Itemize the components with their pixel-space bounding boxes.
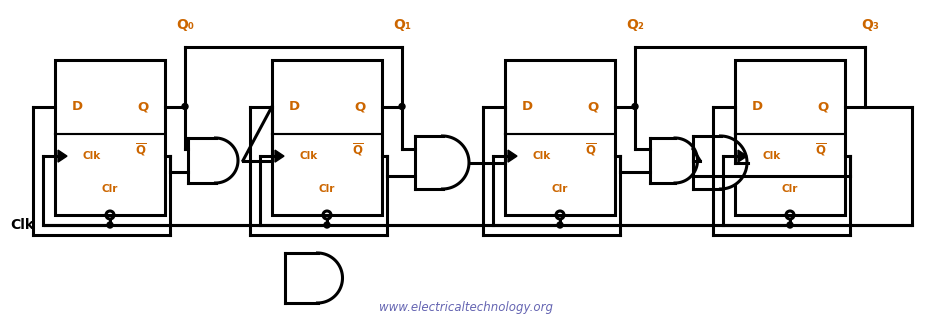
Text: Clk: Clk (10, 218, 34, 232)
Text: D: D (288, 100, 299, 113)
Text: Q₃: Q₃ (861, 18, 879, 32)
Circle shape (399, 103, 405, 110)
Bar (735, 60, 845, 215)
Text: Q: Q (354, 100, 365, 113)
Text: Q₂: Q₂ (626, 18, 644, 32)
Text: Clk: Clk (532, 151, 551, 161)
Text: Q: Q (137, 100, 148, 113)
Text: Clr: Clr (782, 184, 798, 194)
Text: Clk: Clk (82, 151, 101, 161)
Text: $\overline{\mathbf{Q}}$: $\overline{\mathbf{Q}}$ (351, 142, 363, 158)
Text: D: D (72, 100, 83, 113)
Circle shape (107, 222, 113, 228)
Text: www.electricaltechnology.org: www.electricaltechnology.org (379, 301, 553, 314)
Polygon shape (58, 150, 67, 162)
Text: Clr: Clr (319, 184, 336, 194)
Text: Clk: Clk (299, 151, 318, 161)
Text: $\overline{\mathbf{Q}}$: $\overline{\mathbf{Q}}$ (815, 142, 827, 158)
Polygon shape (318, 253, 342, 303)
Text: D: D (521, 100, 532, 113)
Polygon shape (443, 136, 469, 189)
Polygon shape (508, 150, 517, 162)
Circle shape (557, 222, 563, 228)
Circle shape (632, 103, 638, 110)
Text: Q₀: Q₀ (176, 18, 194, 32)
Text: Q₁: Q₁ (393, 18, 411, 32)
Circle shape (182, 103, 188, 110)
Text: $\overline{\mathbf{Q}}$: $\overline{\mathbf{Q}}$ (584, 142, 596, 158)
Bar (505, 60, 615, 215)
Text: Q: Q (587, 100, 598, 113)
Polygon shape (738, 150, 747, 162)
Text: D: D (751, 100, 762, 113)
Polygon shape (720, 136, 747, 189)
Text: Q: Q (817, 100, 829, 113)
Polygon shape (275, 150, 284, 162)
Text: Clr: Clr (102, 184, 118, 194)
Text: Clk: Clk (762, 151, 780, 161)
Polygon shape (215, 138, 238, 183)
Circle shape (324, 222, 330, 228)
Polygon shape (675, 138, 697, 183)
Bar (55, 60, 165, 215)
Bar (272, 60, 382, 215)
Text: $\overline{\mathbf{Q}}$: $\overline{\mathbf{Q}}$ (135, 142, 147, 158)
Circle shape (787, 222, 793, 228)
Text: Clr: Clr (552, 184, 569, 194)
